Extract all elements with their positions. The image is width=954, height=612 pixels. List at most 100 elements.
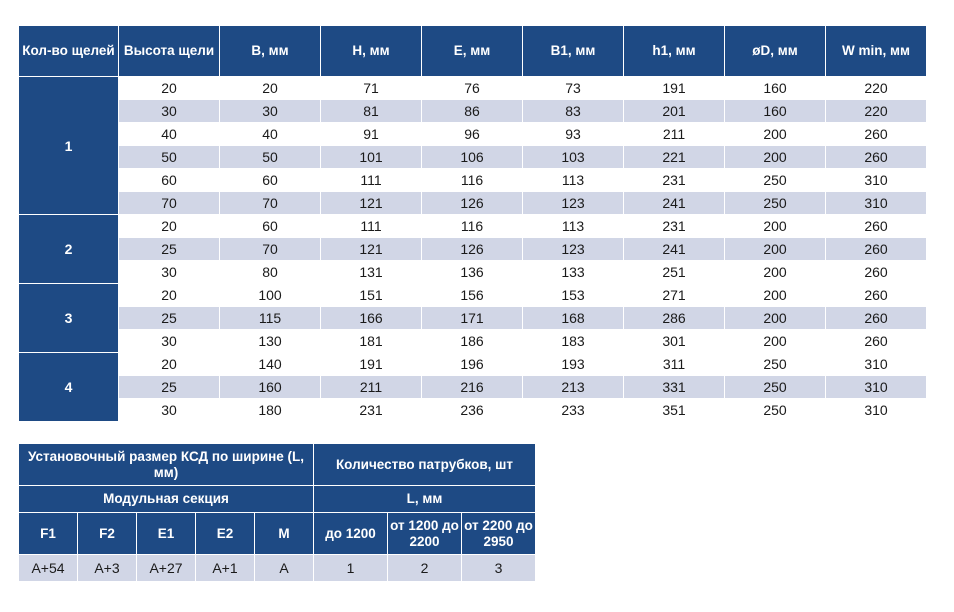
table-cell: 260 <box>825 283 927 307</box>
modular-section-header: Модульная секция <box>18 485 314 513</box>
table-cell: 151 <box>320 283 422 307</box>
value-1200-2200: 2 <box>387 554 462 582</box>
header-b1: B1, мм <box>522 25 624 77</box>
mounting-size-header: Установочный размер КСД по ширине (L, мм… <box>18 443 314 486</box>
table-cell: 73 <box>522 76 624 100</box>
table-cell: 241 <box>623 191 725 215</box>
table-cell: 25 <box>118 237 220 261</box>
header-e: E, мм <box>421 25 523 77</box>
table-cell: 123 <box>522 191 624 215</box>
table-cell: 126 <box>421 237 523 261</box>
table-cell: 220 <box>825 76 927 100</box>
table-cell: 160 <box>724 99 826 123</box>
value-f1: A+54 <box>18 554 78 582</box>
col-2200-2950: от 2200 до 2950 <box>461 512 536 555</box>
table-cell: 186 <box>421 329 523 353</box>
table-cell: 81 <box>320 99 422 123</box>
col-f2: F2 <box>77 512 137 555</box>
table-cell: 191 <box>623 76 725 100</box>
table-cell: 301 <box>623 329 725 353</box>
table-cell: 30 <box>118 329 220 353</box>
table-cell: 231 <box>623 214 725 238</box>
table-cell: 160 <box>724 76 826 100</box>
table-cell: 271 <box>623 283 725 307</box>
table-row: 25 160 211 216 213 331 250 310 <box>19 375 927 399</box>
table-cell: 260 <box>825 214 927 238</box>
col-f1: F1 <box>18 512 78 555</box>
table-cell: 191 <box>320 352 422 376</box>
table-cell: 25 <box>118 306 220 330</box>
mounting-table: Установочный размер КСД по ширине (L, мм… <box>18 443 536 582</box>
header-slot-height: Высота щели <box>118 25 220 77</box>
header-h1: h1, мм <box>623 25 725 77</box>
table-cell: 83 <box>522 99 624 123</box>
table-cell: 93 <box>522 122 624 146</box>
value-f2: A+3 <box>77 554 137 582</box>
table-cell: 200 <box>724 122 826 146</box>
table-cell: 331 <box>623 375 725 399</box>
table-row: 2 20 60 111 116 113 231 200 260 <box>18 214 927 284</box>
table-cell: 196 <box>421 352 523 376</box>
table-cell: 60 <box>118 168 220 192</box>
table-cell: 200 <box>724 145 826 169</box>
table-cell: 220 <box>825 99 927 123</box>
table-row: 60 60 111 116 113 231 250 310 <box>19 168 927 192</box>
table-cell: 126 <box>421 191 523 215</box>
header-b: B, мм <box>219 25 321 77</box>
table-cell: 193 <box>522 352 624 376</box>
table-cell: 156 <box>421 283 523 307</box>
length-header: L, мм <box>313 485 536 513</box>
table-cell: 310 <box>825 398 927 422</box>
dimensions-header-row: Кол-во щелей Высота щели B, мм H, мм E, … <box>18 25 927 77</box>
table-cell: 30 <box>118 260 220 284</box>
table-cell: 260 <box>825 122 927 146</box>
table-cell: 136 <box>421 260 523 284</box>
slot-count-cell: 2 <box>18 214 119 284</box>
table-cell: 260 <box>825 306 927 330</box>
table-cell: 70 <box>219 191 321 215</box>
table-cell: 241 <box>623 237 725 261</box>
dimensions-table: Кол-во щелей Высота щели B, мм H, мм E, … <box>18 25 927 422</box>
table-cell: 71 <box>320 76 422 100</box>
table-cell: 113 <box>522 214 624 238</box>
table-row: 50 50 101 106 103 221 200 260 <box>19 145 927 169</box>
table-cell: 20 <box>118 283 220 307</box>
table-cell: 171 <box>421 306 523 330</box>
col-e2: E2 <box>195 512 255 555</box>
table-cell: 310 <box>825 352 927 376</box>
header-slot-count: Кол-во щелей <box>18 25 119 77</box>
col-m: M <box>254 512 314 555</box>
table-cell: 260 <box>825 237 927 261</box>
table-cell: 200 <box>724 306 826 330</box>
slot-count-cell: 4 <box>18 352 119 422</box>
table-cell: 310 <box>825 375 927 399</box>
table-cell: 40 <box>219 122 321 146</box>
col-1200-2200: от 1200 до 2200 <box>387 512 462 555</box>
table-cell: 111 <box>320 168 422 192</box>
table-cell: 60 <box>219 214 321 238</box>
table-cell: 200 <box>724 260 826 284</box>
table-row: 4 20 140 191 196 193 311 250 310 <box>18 352 927 422</box>
table-cell: 140 <box>219 352 321 376</box>
table-cell: 351 <box>623 398 725 422</box>
dimensions-body: 1 20 20 71 76 73 191 160 220 30 30 81 86 83 201 160 220 4… <box>18 76 927 422</box>
table-cell: 183 <box>522 329 624 353</box>
table-cell: 30 <box>118 99 220 123</box>
table-cell: 76 <box>421 76 523 100</box>
table-cell: 221 <box>623 145 725 169</box>
value-e2: A+1 <box>195 554 255 582</box>
table-row: 30 130 181 186 183 301 200 260 <box>19 329 927 353</box>
table-cell: 231 <box>623 168 725 192</box>
table-cell: 180 <box>219 398 321 422</box>
table-cell: 310 <box>825 168 927 192</box>
table-cell: 200 <box>724 214 826 238</box>
mounting-subheader-row: Модульная секция L, мм <box>18 485 536 513</box>
table-cell: 113 <box>522 168 624 192</box>
table-cell: 20 <box>118 76 220 100</box>
value-upto-1200: 1 <box>313 554 388 582</box>
table-cell: 111 <box>320 214 422 238</box>
table-cell: 133 <box>522 260 624 284</box>
table-cell: 260 <box>825 329 927 353</box>
table-cell: 30 <box>219 99 321 123</box>
header-diameter: øD, мм <box>724 25 826 77</box>
